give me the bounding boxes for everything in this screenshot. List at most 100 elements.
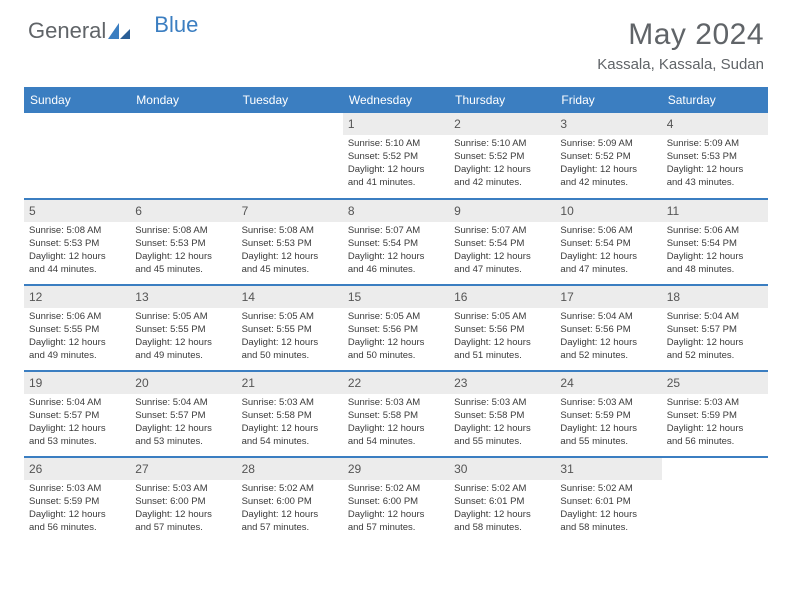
daylight-line: and 56 minutes.: [29, 522, 125, 535]
calendar-cell: 28Sunrise: 5:02 AMSunset: 6:00 PMDayligh…: [237, 457, 343, 543]
daylight-line: Daylight: 12 hours: [242, 251, 338, 264]
daylight-line: Daylight: 12 hours: [454, 423, 550, 436]
day-number: 5: [24, 200, 130, 222]
sunset-line: Sunset: 5:55 PM: [242, 324, 338, 337]
title-block: May 2024 Kassala, Kassala, Sudan: [597, 18, 764, 73]
calendar-week: 1Sunrise: 5:10 AMSunset: 5:52 PMDaylight…: [24, 113, 768, 199]
daylight-line: and 48 minutes.: [667, 264, 763, 277]
day-number: 6: [130, 200, 236, 222]
sunset-line: Sunset: 5:52 PM: [560, 151, 656, 164]
day-number: 2: [449, 113, 555, 135]
day-number: 25: [662, 372, 768, 394]
sunset-line: Sunset: 5:53 PM: [667, 151, 763, 164]
sunset-line: Sunset: 5:56 PM: [348, 324, 444, 337]
sunset-line: Sunset: 5:56 PM: [454, 324, 550, 337]
daylight-line: and 56 minutes.: [667, 436, 763, 449]
daylight-line: Daylight: 12 hours: [667, 164, 763, 177]
sunset-line: Sunset: 6:00 PM: [135, 496, 231, 509]
day-number: 30: [449, 458, 555, 480]
daylight-line: and 55 minutes.: [454, 436, 550, 449]
sunset-line: Sunset: 5:54 PM: [667, 238, 763, 251]
daylight-line: and 42 minutes.: [560, 177, 656, 190]
month-title: May 2024: [597, 18, 764, 52]
daylight-line: and 52 minutes.: [560, 350, 656, 363]
calendar-cell: 4Sunrise: 5:09 AMSunset: 5:53 PMDaylight…: [662, 113, 768, 199]
sunset-line: Sunset: 6:00 PM: [242, 496, 338, 509]
sunset-line: Sunset: 5:54 PM: [560, 238, 656, 251]
calendar-cell: 15 Sunrise: 5:05 AMSunset: 5:56 PMDayligh…: [343, 285, 449, 371]
calendar-cell: 14Sunrise: 5:05 AMSunset: 5:55 PMDayligh…: [237, 285, 343, 371]
daylight-line: and 51 minutes.: [454, 350, 550, 363]
calendar-cell: 11Sunrise: 5:06 AMSunset: 5:54 PMDayligh…: [662, 199, 768, 285]
calendar-cell: 12Sunrise: 5:06 AMSunset: 5:55 PMDayligh…: [24, 285, 130, 371]
day-number: 29: [343, 458, 449, 480]
day-number: 28: [237, 458, 343, 480]
sunset-line: Sunset: 5:58 PM: [242, 410, 338, 423]
daylight-line: and 54 minutes.: [348, 436, 444, 449]
daylight-line: and 42 minutes.: [454, 177, 550, 190]
daylight-line: Daylight: 12 hours: [348, 337, 444, 350]
sunrise-line: Sunrise: 5:10 AM: [454, 138, 550, 151]
daylight-line: and 47 minutes.: [560, 264, 656, 277]
daylight-line: Daylight: 12 hours: [560, 509, 656, 522]
sunrise-line: Sunrise: 5:04 AM: [135, 397, 231, 410]
daylight-line: and 52 minutes.: [667, 350, 763, 363]
calendar-cell: 6Sunrise: 5:08 AMSunset: 5:53 PMDaylight…: [130, 199, 236, 285]
day-number: 24: [555, 372, 661, 394]
daylight-line: Daylight: 12 hours: [454, 164, 550, 177]
day-number: 15: [343, 286, 449, 308]
daylight-line: Daylight: 12 hours: [560, 423, 656, 436]
sunset-line: Sunset: 6:01 PM: [454, 496, 550, 509]
day-header: Friday: [555, 87, 661, 113]
daylight-line: Daylight: 12 hours: [348, 423, 444, 436]
daylight-line: and 49 minutes.: [29, 350, 125, 363]
daylight-line: Daylight: 12 hours: [560, 337, 656, 350]
daylight-line: Daylight: 12 hours: [348, 251, 444, 264]
daylight-line: Daylight: 12 hours: [29, 423, 125, 436]
daylight-line: Daylight: 12 hours: [667, 337, 763, 350]
sunset-line: Sunset: 5:54 PM: [454, 238, 550, 251]
daylight-line: Daylight: 12 hours: [135, 251, 231, 264]
sunrise-line: Sunrise: 5:09 AM: [560, 138, 656, 151]
calendar-cell: 8Sunrise: 5:07 AMSunset: 5:54 PMDaylight…: [343, 199, 449, 285]
sunset-line: Sunset: 6:00 PM: [348, 496, 444, 509]
calendar-week: 19Sunrise: 5:04 AMSunset: 5:57 PMDayligh…: [24, 371, 768, 457]
calendar-cell: 25Sunrise: 5:03 AMSunset: 5:59 PMDayligh…: [662, 371, 768, 457]
day-number: 12: [24, 286, 130, 308]
day-header: Saturday: [662, 87, 768, 113]
calendar-cell: 27Sunrise: 5:03 AMSunset: 6:00 PMDayligh…: [130, 457, 236, 543]
day-number: 23: [449, 372, 555, 394]
brand-sail-icon: [106, 18, 130, 44]
daylight-line: Daylight: 12 hours: [29, 509, 125, 522]
sunset-line: Sunset: 5:52 PM: [348, 151, 444, 164]
daylight-line: Daylight: 12 hours: [242, 423, 338, 436]
day-header: Thursday: [449, 87, 555, 113]
sunset-line: Sunset: 6:01 PM: [560, 496, 656, 509]
sunrise-line: Sunrise: 5:04 AM: [560, 311, 656, 324]
sunset-line: Sunset: 5:59 PM: [560, 410, 656, 423]
calendar-cell: 16Sunrise: 5:05 AMSunset: 5:56 PMDayligh…: [449, 285, 555, 371]
daylight-line: and 45 minutes.: [242, 264, 338, 277]
day-header: Wednesday: [343, 87, 449, 113]
day-number: 3: [555, 113, 661, 135]
calendar-week: 5Sunrise: 5:08 AMSunset: 5:53 PMDaylight…: [24, 199, 768, 285]
daylight-line: and 46 minutes.: [348, 264, 444, 277]
sunset-line: Sunset: 5:58 PM: [454, 410, 550, 423]
calendar-cell: 30Sunrise: 5:02 AMSunset: 6:01 PMDayligh…: [449, 457, 555, 543]
daylight-line: and 45 minutes.: [135, 264, 231, 277]
calendar-cell: 21Sunrise: 5:03 AMSunset: 5:58 PMDayligh…: [237, 371, 343, 457]
brand-primary: General: [28, 18, 106, 44]
sunrise-line: Sunrise: 5:05 AM: [454, 311, 550, 324]
day-number: 4: [662, 113, 768, 135]
daylight-line: Daylight: 12 hours: [135, 337, 231, 350]
sunrise-line: Sunrise: 5:03 AM: [667, 397, 763, 410]
sunset-line: Sunset: 5:52 PM: [454, 151, 550, 164]
daylight-line: Daylight: 12 hours: [348, 164, 444, 177]
daylight-line: and 58 minutes.: [560, 522, 656, 535]
daylight-line: Daylight: 12 hours: [135, 509, 231, 522]
sunrise-line: Sunrise: 5:05 AM: [348, 311, 444, 324]
daylight-line: Daylight: 12 hours: [29, 251, 125, 264]
sunrise-line: Sunrise: 5:05 AM: [242, 311, 338, 324]
sunset-line: Sunset: 5:57 PM: [135, 410, 231, 423]
sunset-line: Sunset: 5:55 PM: [29, 324, 125, 337]
